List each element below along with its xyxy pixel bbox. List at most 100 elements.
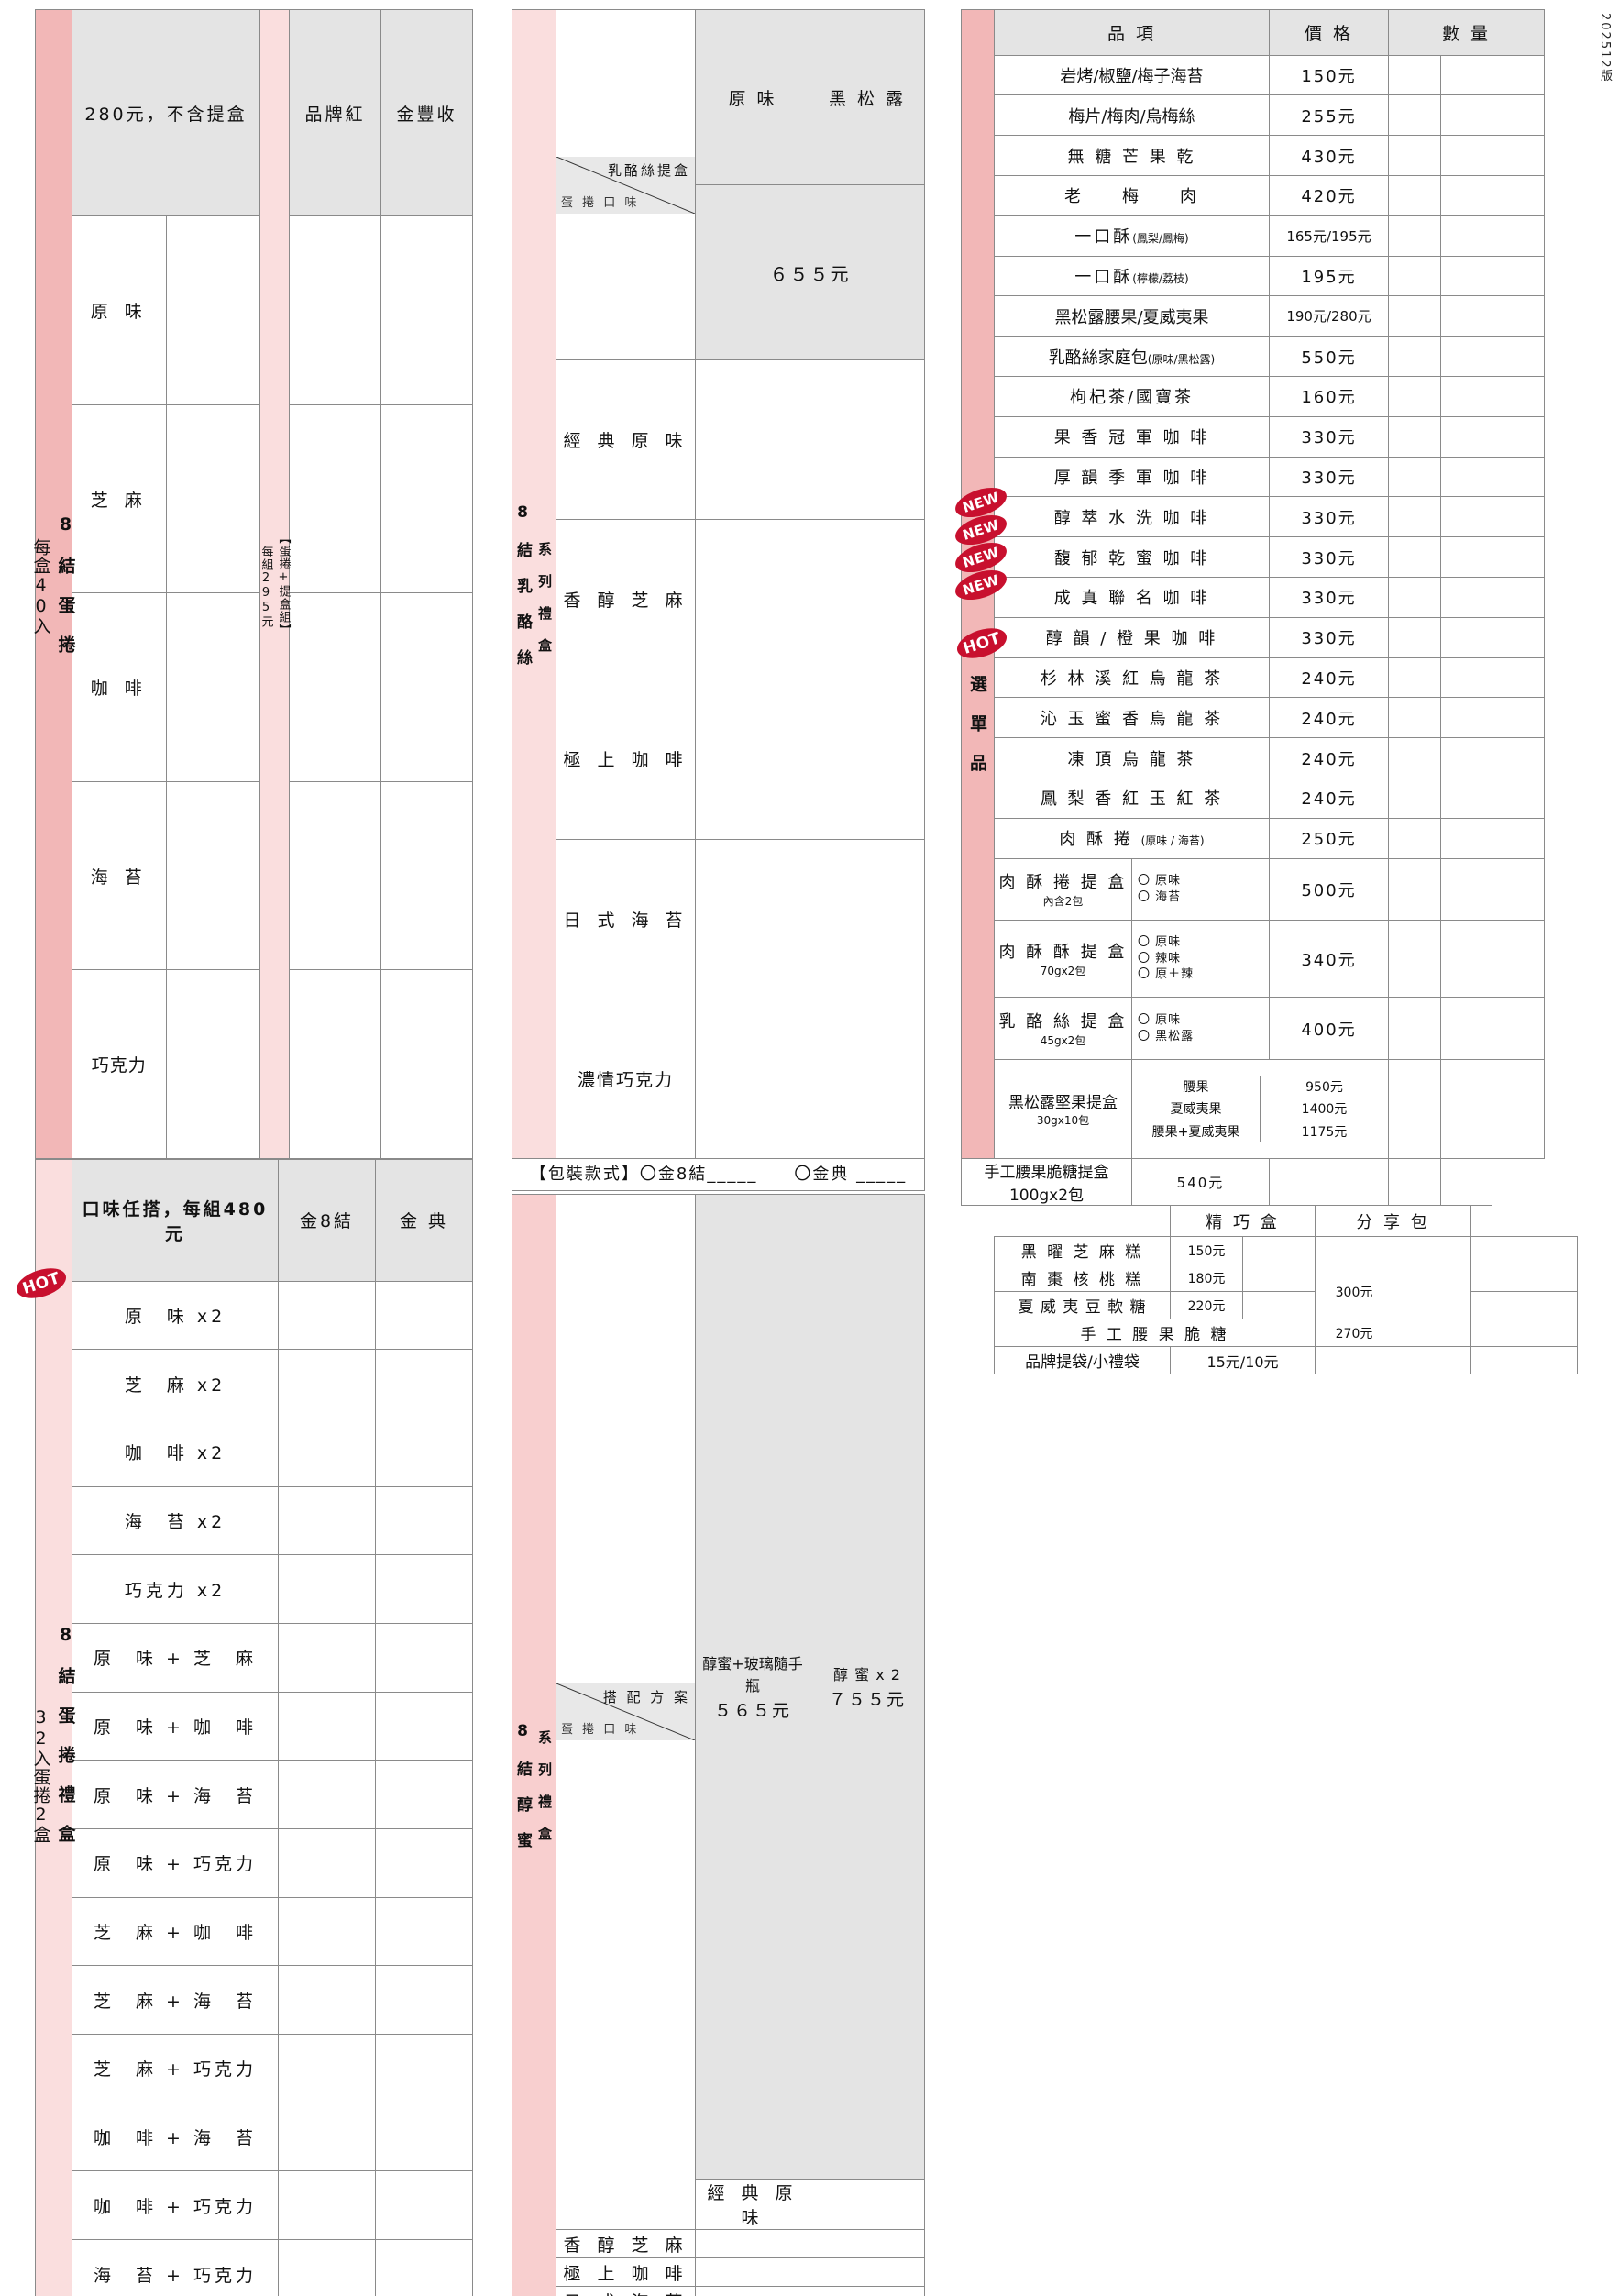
cheese-package-line[interactable]: 【包裝款式】〇金8結_____ 〇金典 _____ xyxy=(512,1159,925,1191)
item-qty[interactable] xyxy=(1389,416,1441,457)
giftbox-qty-gold8[interactable] xyxy=(279,1486,376,1555)
item-qty[interactable] xyxy=(1389,1159,1441,1206)
item-qty[interactable] xyxy=(1389,497,1441,537)
item-qty[interactable] xyxy=(1389,657,1441,698)
item-qty[interactable] xyxy=(1440,416,1492,457)
giftbox-qty-gold8[interactable] xyxy=(279,1692,376,1761)
giftbox-qty-classic[interactable] xyxy=(376,1281,473,1350)
bag-qty[interactable] xyxy=(1471,1347,1578,1374)
eggroll-qty-gold[interactable] xyxy=(381,970,473,1159)
eggroll-qty-input[interactable] xyxy=(166,593,260,782)
giftbox-qty-classic[interactable] xyxy=(376,1761,473,1829)
cake-extra[interactable] xyxy=(1471,1264,1578,1292)
item-qty[interactable] xyxy=(1389,818,1441,858)
giftbox-qty-gold8[interactable] xyxy=(279,2240,376,2296)
item-qty[interactable] xyxy=(1492,377,1545,417)
item-qty[interactable] xyxy=(1389,296,1441,337)
item-qty[interactable] xyxy=(1492,457,1545,497)
cheese-qty-truffle[interactable] xyxy=(810,520,925,679)
item-qty[interactable] xyxy=(1492,617,1545,657)
item-qty[interactable] xyxy=(1389,377,1441,417)
item-qty[interactable] xyxy=(1389,858,1441,920)
honey-qty-x2[interactable] xyxy=(810,2258,925,2287)
giftbox-qty-gold8[interactable] xyxy=(279,1761,376,1829)
item-qty[interactable] xyxy=(1492,698,1545,738)
item-qty[interactable] xyxy=(1440,738,1492,778)
item-qty[interactable] xyxy=(1389,778,1441,818)
item-qty[interactable] xyxy=(1492,176,1545,216)
item-qty[interactable] xyxy=(1492,738,1545,778)
item-qty[interactable] xyxy=(1492,215,1545,256)
bag-qty[interactable] xyxy=(1316,1347,1393,1374)
item-qty[interactable] xyxy=(1389,920,1441,998)
honey-qty-x2[interactable] xyxy=(810,2230,925,2258)
option-choice[interactable]: 〇 原味 xyxy=(1138,934,1269,951)
item-qty[interactable] xyxy=(1492,497,1545,537)
item-qty[interactable] xyxy=(1440,1159,1492,1206)
bag-qty[interactable] xyxy=(1393,1347,1471,1374)
item-qty[interactable] xyxy=(1492,818,1545,858)
cake-qty-small[interactable] xyxy=(1243,1292,1316,1319)
item-qty[interactable] xyxy=(1389,617,1441,657)
giftbox-qty-classic[interactable] xyxy=(376,2035,473,2103)
item-qty[interactable] xyxy=(1492,55,1545,95)
cake-qty-share[interactable] xyxy=(1393,1237,1471,1264)
item-qty[interactable] xyxy=(1492,778,1545,818)
option-choice[interactable]: 〇 原味 xyxy=(1138,1012,1269,1029)
item-qty[interactable] xyxy=(1440,377,1492,417)
item-qty[interactable] xyxy=(1440,95,1492,136)
giftbox-qty-classic[interactable] xyxy=(376,1486,473,1555)
option-choices[interactable]: 〇 原味 〇 辣味 〇 原＋辣 xyxy=(1132,920,1270,998)
item-qty[interactable] xyxy=(1492,998,1545,1059)
cake-extra[interactable] xyxy=(1471,1292,1578,1319)
giftbox-qty-classic[interactable] xyxy=(376,1829,473,1898)
eggroll-qty-brandred[interactable] xyxy=(290,404,381,593)
item-qty[interactable] xyxy=(1389,337,1441,377)
item-qty[interactable] xyxy=(1440,698,1492,738)
eggroll-qty-input[interactable] xyxy=(166,216,260,405)
option-choice[interactable]: 〇 海苔 xyxy=(1138,889,1269,906)
item-qty[interactable] xyxy=(1440,1059,1492,1158)
cake-extra[interactable] xyxy=(1471,1319,1578,1347)
cheese-qty-truffle[interactable] xyxy=(810,839,925,999)
item-qty[interactable] xyxy=(1440,998,1492,1059)
item-qty[interactable] xyxy=(1492,578,1545,618)
item-qty[interactable] xyxy=(1492,95,1545,136)
cheese-qty-original[interactable] xyxy=(696,360,810,520)
item-qty[interactable] xyxy=(1270,1159,1389,1206)
eggroll-qty-input[interactable] xyxy=(166,781,260,970)
option-choice[interactable]: 〇 黑松露 xyxy=(1138,1029,1269,1045)
giftbox-qty-gold8[interactable] xyxy=(279,1418,376,1486)
honey-qty-x2[interactable] xyxy=(810,2287,925,2296)
cheese-qty-original[interactable] xyxy=(696,679,810,839)
option-choice[interactable]: 〇 原味 xyxy=(1138,873,1269,889)
item-qty[interactable] xyxy=(1492,1059,1545,1158)
item-qty[interactable] xyxy=(1492,136,1545,176)
eggroll-qty-gold[interactable] xyxy=(381,781,473,970)
option-choices[interactable]: 〇 原味 〇 黑松露 xyxy=(1132,998,1270,1059)
cheese-qty-original[interactable] xyxy=(696,520,810,679)
cake-qty-small[interactable] xyxy=(1243,1237,1316,1264)
item-qty[interactable] xyxy=(1389,1059,1441,1158)
giftbox-qty-gold8[interactable] xyxy=(279,2035,376,2103)
item-qty[interactable] xyxy=(1492,657,1545,698)
item-qty[interactable] xyxy=(1389,215,1441,256)
item-qty[interactable] xyxy=(1440,55,1492,95)
item-qty[interactable] xyxy=(1492,920,1545,998)
cake-qty-small[interactable] xyxy=(1243,1264,1316,1292)
honey-qty-bottle[interactable] xyxy=(810,2180,925,2230)
eggroll-qty-gold[interactable] xyxy=(381,216,473,405)
giftbox-qty-gold8[interactable] xyxy=(279,1350,376,1418)
item-qty[interactable] xyxy=(1389,55,1441,95)
giftbox-qty-classic[interactable] xyxy=(376,2103,473,2171)
item-qty[interactable] xyxy=(1440,256,1492,296)
item-qty[interactable] xyxy=(1440,578,1492,618)
eggroll-qty-brandred[interactable] xyxy=(290,781,381,970)
honey-qty-bottle[interactable] xyxy=(696,2287,810,2296)
giftbox-qty-gold8[interactable] xyxy=(279,1897,376,1966)
item-qty[interactable] xyxy=(1440,215,1492,256)
eggroll-qty-brandred[interactable] xyxy=(290,593,381,782)
cheese-qty-truffle[interactable] xyxy=(810,999,925,1158)
cheese-qty-original[interactable] xyxy=(696,999,810,1158)
giftbox-qty-classic[interactable] xyxy=(376,2240,473,2296)
